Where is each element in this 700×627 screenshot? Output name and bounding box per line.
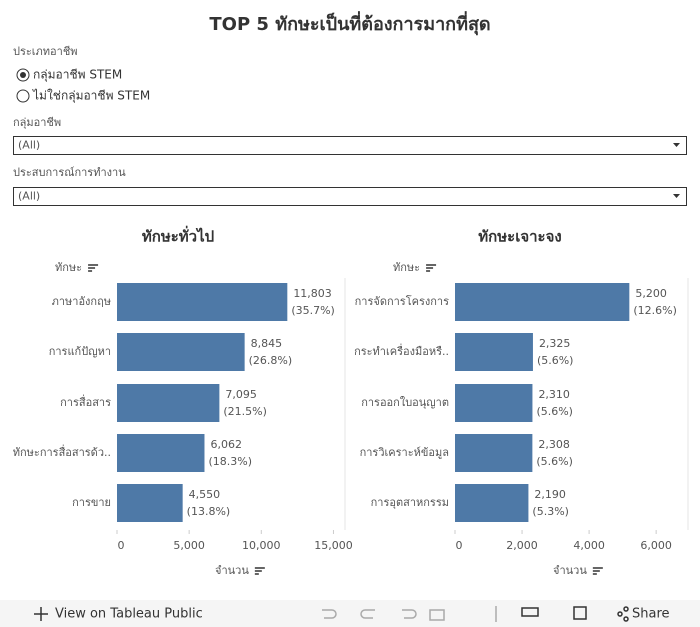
bar xyxy=(455,283,630,321)
category-label: การจัดการโครงการ xyxy=(355,294,449,308)
x-tick-label: 10,000 xyxy=(242,539,281,552)
dropdown-value: (All) xyxy=(18,139,40,152)
x-tick-label: 0 xyxy=(456,539,463,552)
value-label: 6,062 xyxy=(210,438,242,451)
radio-label[interactable]: ไม่ใช่กลุ่มอาชีพ STEM xyxy=(32,89,150,104)
percent-label: (5.6%) xyxy=(536,405,573,418)
dropdown[interactable] xyxy=(13,136,687,155)
percent-label: (18.3%) xyxy=(208,455,252,468)
percent-label: (21.5%) xyxy=(223,405,267,418)
x-axis-label: จำนวน xyxy=(553,564,587,577)
x-axis-label: จำนวน xyxy=(215,564,249,577)
radio-label[interactable]: กลุ่มอาชีพ STEM xyxy=(33,68,122,83)
percent-label: (5.6%) xyxy=(537,354,574,367)
x-tick-label: 5,000 xyxy=(173,539,205,552)
bar xyxy=(117,434,205,472)
category-label: ทักษะการสื่อสารด้ว.. xyxy=(13,444,111,459)
percent-label: (13.8%) xyxy=(187,505,231,518)
x-tick-label: 2,000 xyxy=(506,539,538,552)
bar xyxy=(117,384,220,422)
value-label: 8,845 xyxy=(251,337,283,350)
filter-label: ประสบการณ์การทำงาน xyxy=(13,166,126,179)
percent-label: (12.6%) xyxy=(633,304,677,317)
bar xyxy=(455,434,533,472)
toolbar xyxy=(0,600,700,627)
category-label: การขาย xyxy=(72,496,111,509)
dashboard-title: TOP 5 ทักษะเป็นที่ต้องการมากที่สุด xyxy=(209,11,490,36)
category-label: การออกใบอนุญาต xyxy=(361,396,449,409)
value-label: 5,200 xyxy=(635,287,667,300)
y-axis-label: ทักษะ xyxy=(55,261,82,274)
percent-label: (5.6%) xyxy=(536,455,573,468)
bar xyxy=(455,333,533,371)
category-label: การแก้ปัญหา xyxy=(49,345,111,358)
y-axis-label: ทักษะ xyxy=(393,261,420,274)
dropdown-arrow xyxy=(673,143,680,147)
percent-label: (35.7%) xyxy=(291,304,335,317)
dropdown[interactable] xyxy=(13,187,687,206)
filter-label: กลุ่มอาชีพ xyxy=(13,116,61,129)
share-button[interactable]: Share xyxy=(632,607,670,622)
bar xyxy=(455,384,533,422)
value-label: 4,550 xyxy=(189,488,221,501)
view-link[interactable]: View on Tableau Public xyxy=(55,607,203,622)
x-tick-label: 15,000 xyxy=(314,539,353,552)
x-tick-label: 4,000 xyxy=(573,539,605,552)
dropdown-value: (All) xyxy=(18,190,40,203)
category-label: การสื่อสาร xyxy=(60,394,111,409)
bar xyxy=(117,484,183,522)
category-label: การอุตสาหกรรม xyxy=(371,496,449,509)
radio-button[interactable] xyxy=(16,89,30,103)
toolbar-icons xyxy=(521,606,629,622)
tableau-icon xyxy=(34,607,48,621)
bar xyxy=(117,333,245,371)
value-label: 11,803 xyxy=(293,287,332,300)
toolbar-icons xyxy=(322,606,497,622)
x-tick-label: 0 xyxy=(118,539,125,552)
x-tick-label: 6,000 xyxy=(640,539,672,552)
percent-label: (5.3%) xyxy=(532,505,569,518)
value-label: 2,190 xyxy=(534,488,566,501)
value-label: 7,095 xyxy=(225,388,257,401)
dropdown-arrow xyxy=(673,194,680,198)
value-label: 2,310 xyxy=(538,388,570,401)
value-label: 2,308 xyxy=(538,438,570,451)
value-label: 2,325 xyxy=(539,337,571,350)
chart-title: ทักษะเจาะจง xyxy=(478,228,561,246)
radio-dot xyxy=(20,72,26,78)
bar xyxy=(117,283,288,321)
bar xyxy=(455,484,529,522)
category-label: ภาษาอังกฤษ xyxy=(52,295,111,308)
category-label: กระทำเครื่องมือหรื.. xyxy=(354,343,449,358)
category-label: การวิเคราะห์ข้อมูล xyxy=(360,446,449,459)
filter-label: ประเภทอาชีพ xyxy=(13,45,78,58)
chart-title: ทักษะทั่วไป xyxy=(142,226,214,246)
percent-label: (26.8%) xyxy=(249,354,293,367)
